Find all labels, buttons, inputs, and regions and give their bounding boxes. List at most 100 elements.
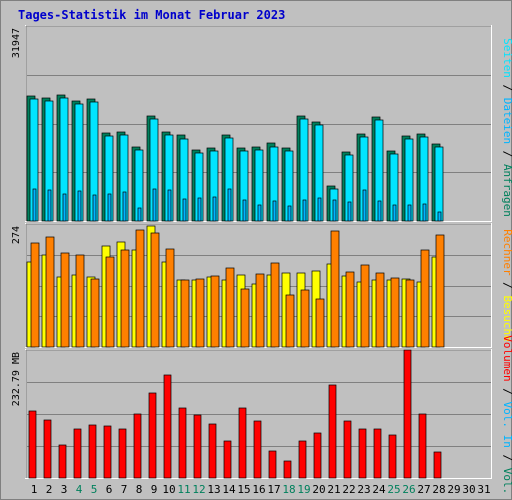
visits-bar-sites-day-24 [375,272,385,348]
visits-bar-sites-day-6 [105,256,115,348]
requests-y-max-label: 31947 [11,28,22,58]
requests-bar-pages-day-28 [437,211,442,222]
x-tick-label-day-2: 2 [46,483,53,496]
visits-legend: Rechner / Besuche [501,229,512,342]
x-tick-label-day-7: 7 [121,483,128,496]
requests-legend-separator: / [501,144,512,164]
x-axis-labels: 1 2 3 4 5 6 7 8 9 10 11 12 13 14 15 16 17 18 19 20 21 22 23 24 2… [31,483,491,496]
visits-bar-sites-day-9 [150,232,160,348]
volume-bar-kbytes-day-1 [28,410,37,479]
requests-bar-pages-day-10 [167,189,172,222]
volume-bar-kbytes-day-14 [223,440,232,479]
x-tick-label-day-1: 1 [31,483,38,496]
requests-bar-pages-day-17 [272,200,277,222]
visits-legend-visits: Besuche [501,295,512,341]
x-tick-label-day-28: 28 [432,483,445,496]
requests-bar-pages-day-16 [257,204,262,222]
x-tick-label-day-12: 12 [192,483,205,496]
x-tick-label-day-14: 14 [222,483,236,496]
requests-bar-pages-day-13 [212,196,217,222]
requests-bar-pages-day-9 [152,188,157,222]
requests-bar-pages-day-8 [137,207,142,222]
x-tick-label-day-31: 31 [477,483,490,496]
visits-bar-sites-day-10 [165,248,175,348]
volume-y-max-label: 232.79 MB [11,352,22,406]
requests-legend-pages: Seiten [501,38,512,78]
visits-bar-sites-day-13 [210,275,220,348]
x-tick-label-day-18: 18 [282,483,295,496]
requests-bar-pages-day-26 [407,204,412,222]
requests-bar-pages-day-18 [287,205,292,222]
visits-bar-sites-day-3 [60,252,70,348]
x-tick-label-day-16: 16 [252,483,265,496]
x-tick-label-day-29: 29 [447,483,460,496]
requests-bar-pages-day-5 [92,194,97,222]
requests-bar-pages-day-4 [77,190,82,222]
requests-bar-pages-day-21 [332,199,337,222]
volume-bar-kbytes-day-6 [103,425,112,479]
volume-legend-in: Vol. In [501,402,512,448]
visits-bar-sites-day-16 [255,273,265,348]
visits-bar-sites-day-26 [405,279,415,348]
volume-legend-kbytes: Volumen [501,335,512,381]
visits-bar-sites-day-19 [300,289,310,348]
x-tick-label-day-21: 21 [327,483,340,496]
volume-bar-kbytes-day-8 [133,413,142,479]
volume-bar-kbytes-day-19 [298,440,307,479]
visits-bar-sites-day-11 [180,279,190,348]
volume-bar-kbytes-day-7 [118,428,127,479]
volume-bar-kbytes-day-13 [208,423,217,479]
requests-legend-separator: / [501,78,512,98]
volume-bar-kbytes-day-26 [403,349,412,479]
x-tick-label-day-9: 9 [151,483,158,496]
x-tick-label-day-8: 8 [136,483,143,496]
visits-bar-sites-day-28 [435,234,445,348]
requests-bar-pages-day-27 [422,203,427,222]
visits-bar-sites-day-23 [360,264,370,348]
x-tick-label-day-25: 25 [387,483,400,496]
visits-bar-sites-day-4 [75,254,85,348]
volume-bar-kbytes-day-15 [238,407,247,479]
visits-bar-sites-day-12 [195,278,205,348]
visits-bar-sites-day-5 [90,278,100,348]
requests-bar-pages-day-19 [302,199,307,222]
requests-bar-pages-day-25 [392,204,397,222]
volume-bar-kbytes-day-28 [433,451,442,479]
visits-bar-sites-day-7 [120,249,130,348]
volume-legend-separator: / [501,382,512,402]
volume-legend-out: Vol. Out [501,468,512,500]
volume-bar-kbytes-day-24 [373,428,382,479]
x-tick-label-day-19: 19 [297,483,310,496]
visits-bar-sites-day-20 [315,298,325,348]
requests-legend-files: Dateien [501,98,512,144]
requests-bar-pages-day-1 [32,188,37,222]
volume-bar-kbytes-day-5 [88,424,97,479]
visits-y-max-label: 274 [11,226,22,244]
requests-bar-pages-day-12 [197,197,202,222]
volume-bar-kbytes-day-2 [43,419,52,479]
volume-bar-kbytes-day-9 [148,392,157,479]
visits-bar-sites-day-8 [135,229,145,348]
volume-bar-kbytes-day-11 [178,407,187,479]
volume-bar-kbytes-day-23 [358,428,367,479]
x-tick-label-day-10: 10 [162,483,175,496]
volume-bar-kbytes-day-16 [253,420,262,479]
x-tick-label-day-20: 20 [312,483,325,496]
chart-title: Tages-Statistik im Monat Februar 2023 [18,8,285,22]
requests-bar-pages-day-14 [227,188,232,222]
requests-bar-pages-day-7 [122,191,127,222]
visits-bar-sites-day-2 [45,236,55,348]
visits-bar-sites-day-14 [225,267,235,348]
volume-bar-kbytes-day-27 [418,413,427,479]
requests-bar-pages-day-23 [362,189,367,222]
visits-bar-sites-day-17 [270,262,280,348]
visits-legend-sites: Rechner [501,229,512,276]
x-tick-label-day-4: 4 [76,483,83,496]
visits-bar-sites-day-1 [30,242,40,348]
volume-legend: Volumen / Vol. In / Vol. Out [501,335,512,500]
x-tick-label-day-11: 11 [177,483,190,496]
visits-bar-sites-day-21 [330,230,340,348]
x-tick-label-day-15: 15 [237,483,250,496]
